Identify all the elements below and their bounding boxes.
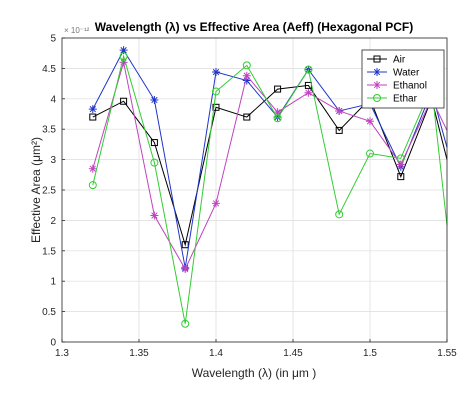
data-point-ethanol xyxy=(181,265,190,274)
chart-title: Wavelength (λ) vs Effective Area (Aeff) … xyxy=(95,20,414,34)
ticks: 1.3 1.35 1.4 1.45 1.5 1.55 0 0.5 1 1.5 2 2.5 3 3.5 4 4.… xyxy=(42,34,457,360)
data-point-air xyxy=(243,113,251,121)
y-tick-label: 0 xyxy=(50,338,56,349)
x-tick-label: 1.4 xyxy=(209,348,223,359)
data-point-air xyxy=(397,173,405,181)
data-point-water xyxy=(150,96,159,105)
data-point-air xyxy=(274,85,282,93)
data-point-ethanol xyxy=(119,58,128,67)
legend-marker-ethanol xyxy=(373,81,381,89)
data-point-ethanol xyxy=(242,71,251,80)
x-tick-label: 1.35 xyxy=(129,348,149,359)
legend-marker-water xyxy=(373,68,381,76)
y-tick-label: 3.5 xyxy=(42,125,56,136)
x-axis-label: Wavelength (λ) (in μm ) xyxy=(192,366,317,380)
y-tick-label: 2.5 xyxy=(42,186,56,197)
y-tick-label: 1.5 xyxy=(42,246,56,257)
data-point-air xyxy=(120,97,128,105)
legend-label-air: Air xyxy=(393,55,406,66)
legend-marker-air xyxy=(373,55,381,63)
data-point-water xyxy=(119,46,128,55)
data-point-ethanol xyxy=(150,211,159,220)
data-point-ethar xyxy=(88,181,97,190)
y-axis-label: Effective Area (μm²) xyxy=(29,137,43,243)
y-tick-label: 4.5 xyxy=(42,64,56,75)
data-point-ethar xyxy=(396,154,405,163)
data-point-air xyxy=(212,103,220,111)
data-point-ethar xyxy=(212,87,220,96)
data-point-ethanol xyxy=(273,108,282,117)
data-point-air xyxy=(150,139,158,147)
y-tick-label: 0.5 xyxy=(42,307,56,318)
data-point-air xyxy=(181,241,189,249)
data-point-ethanol xyxy=(335,106,344,115)
grid xyxy=(61,37,448,343)
data-point-air xyxy=(89,113,97,121)
data-point-ethanol xyxy=(304,88,313,97)
legend-label-ethar: Ethar xyxy=(393,94,418,105)
x-tick-label: 1.55 xyxy=(437,348,457,359)
data-point-ethar xyxy=(181,319,190,328)
legend-label-ethanol: Ethanol xyxy=(393,81,427,92)
legend-marker-ethar xyxy=(373,94,381,102)
data-point-ethar xyxy=(119,52,128,61)
data-point-ethar xyxy=(242,61,251,70)
data-point-water xyxy=(88,105,97,114)
y-tick-label: 4 xyxy=(50,94,56,105)
y-tick-label: 2 xyxy=(50,216,56,227)
data-point-ethar xyxy=(273,114,282,123)
series-line-ethar xyxy=(92,54,448,324)
y-tick-label: 3 xyxy=(50,155,56,166)
data-point-ethanol xyxy=(396,160,405,169)
y-exponent-label: × 10⁻¹² xyxy=(64,26,90,35)
data-point-ethar xyxy=(150,158,159,167)
data-point-ethanol xyxy=(88,164,97,173)
x-tick-label: 1.5 xyxy=(363,348,377,359)
x-tick-label: 1.3 xyxy=(55,348,69,359)
data-point-water xyxy=(212,68,220,77)
data-point-water xyxy=(242,76,251,85)
series-layer xyxy=(88,46,448,328)
series-air xyxy=(89,81,448,249)
data-point-ethanol xyxy=(366,117,374,126)
y-tick-label: 1 xyxy=(50,277,56,288)
series-line-air xyxy=(92,84,448,247)
x-tick-label: 1.45 xyxy=(283,348,303,359)
legend-label-water: Water xyxy=(393,68,420,79)
data-point-air xyxy=(335,126,343,134)
data-point-water xyxy=(273,113,282,122)
data-point-ethar xyxy=(335,210,344,219)
legend: Air Water Ethanol Ethar xyxy=(361,49,445,109)
data-point-ethar xyxy=(366,149,374,158)
data-point-ethar xyxy=(304,65,313,74)
y-tick-label: 5 xyxy=(50,34,56,45)
data-point-ethanol xyxy=(212,199,220,208)
